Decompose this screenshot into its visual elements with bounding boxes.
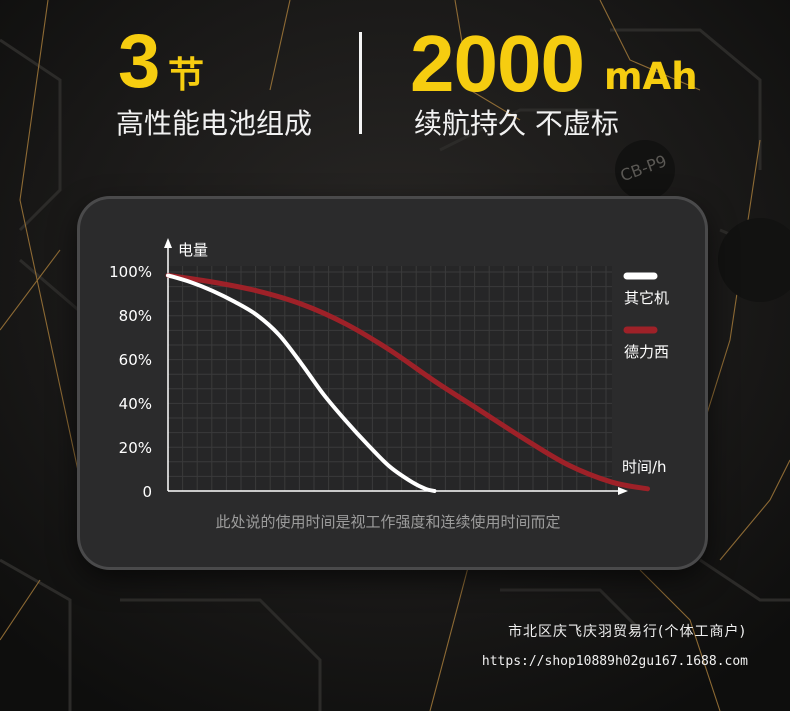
- plot-area: [168, 266, 612, 491]
- footer-company: 市北区庆飞庆羽贸易行(个体工商户): [508, 624, 746, 640]
- y-tick-label: 40%: [119, 395, 152, 413]
- cell-count-number: 3: [118, 19, 160, 104]
- y-axis-arrow: [164, 238, 172, 248]
- y-tick-label: 0: [142, 483, 152, 501]
- legend-label: 其它机: [624, 289, 669, 307]
- x-axis-arrow: [618, 487, 628, 495]
- chart-grid: [168, 266, 612, 491]
- chart-series: [165, 272, 651, 493]
- hero-divider: [359, 32, 362, 134]
- legend-label: 德力西: [624, 343, 669, 361]
- series-line-delixi: [165, 272, 651, 492]
- x-axis-label: 时间/h: [622, 458, 667, 476]
- cell-count-subtitle: 高性能电池组成: [116, 107, 313, 140]
- footer-url[interactable]: https://shop10889h02gu167.1688.com: [481, 654, 748, 669]
- cell-count-unit: 节: [168, 55, 205, 96]
- y-tick-label: 20%: [119, 439, 152, 457]
- capacity-unit: mAh: [604, 55, 698, 98]
- series-line-other: [166, 273, 437, 493]
- capacity-subtitle: 续航持久 不虚标: [414, 107, 619, 140]
- y-tick-label: 100%: [109, 263, 152, 281]
- y-tick-labels: 100% 80% 60% 40% 20% 0: [109, 263, 152, 501]
- chart-axes: [164, 238, 628, 495]
- y-tick-label: 80%: [119, 307, 152, 325]
- y-tick-label: 60%: [119, 351, 152, 369]
- y-axis-label: 电量: [178, 241, 208, 259]
- capacity-number: 2000: [410, 19, 585, 108]
- chart-caption: 此处说的使用时间是视工作强度和连续使用时间而定: [215, 513, 560, 531]
